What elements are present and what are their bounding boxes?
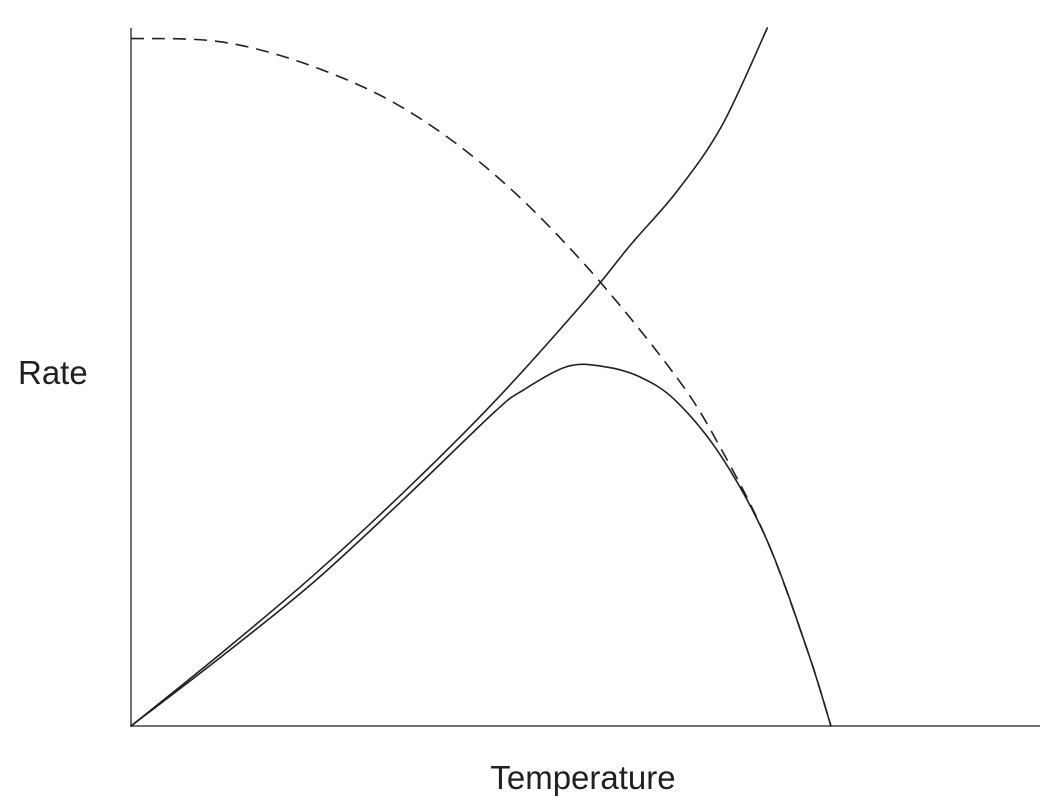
series-line-2 [130, 37, 832, 727]
series-line-3 [130, 363, 832, 727]
axes [130, 28, 1040, 727]
x-axis-label: Temperature [490, 759, 675, 796]
series-line-1 [130, 27, 769, 727]
series-layer [130, 27, 832, 727]
y-axis-label: Rate [18, 354, 88, 391]
